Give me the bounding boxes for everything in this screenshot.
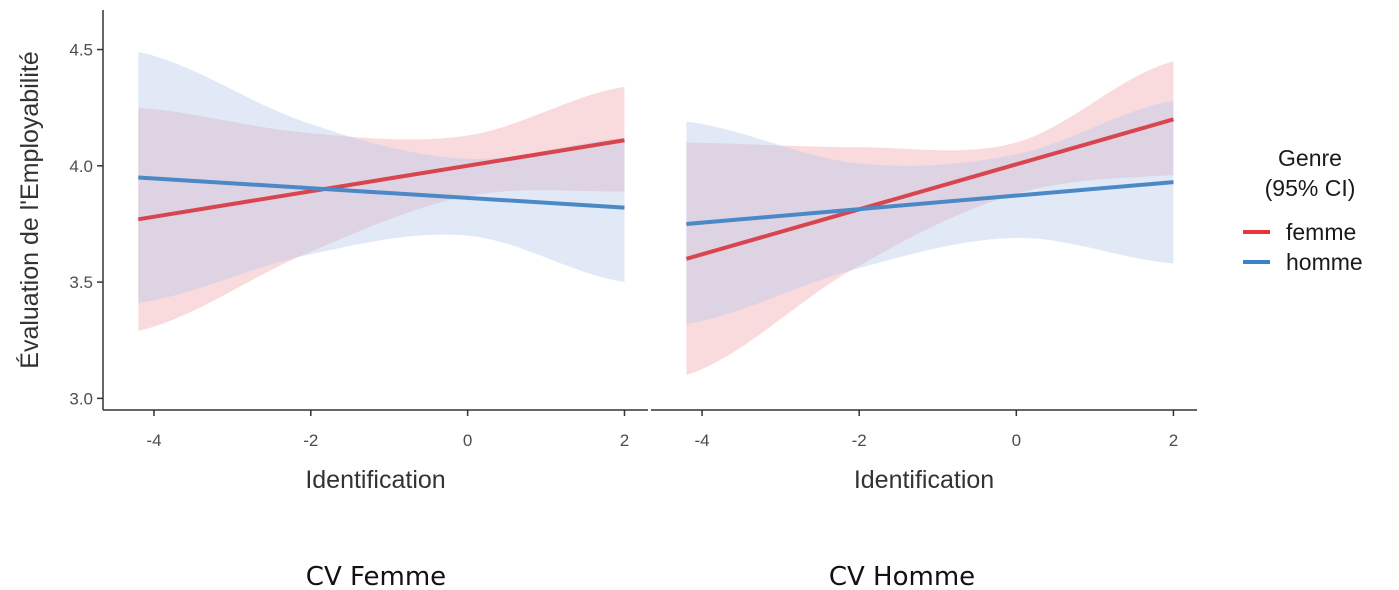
fit-line-homme — [686, 180, 1174, 226]
fit-line-femme — [137, 138, 625, 222]
legend: Genre (95% CI) femme homme — [1243, 145, 1363, 275]
caption-cv-homme: CV Homme — [829, 562, 975, 590]
x-tick-label: 2 — [620, 431, 629, 450]
panel-cv-homme: -4 -2 0 2 Identification — [651, 61, 1197, 494]
y-axis-title: Évaluation de l'Employabilité — [15, 51, 44, 368]
x-axis-title: Identification — [305, 466, 445, 494]
panel-cv-femme: -4 -2 0 2 Identification 3.0 3.5 4.0 4.5 — [69, 10, 648, 494]
x-axis-title: Identification — [854, 466, 994, 494]
x-tick-label: 0 — [463, 431, 472, 450]
ci-band-femme — [686, 61, 1174, 376]
caption-cv-femme: CV Femme — [306, 562, 446, 590]
ci-band-femme — [138, 86, 625, 331]
legend-label-femme: femme — [1286, 219, 1356, 245]
x-tick-label: 0 — [1012, 431, 1021, 450]
y-tick-label: 4.5 — [69, 41, 93, 60]
x-tick-label: 2 — [1169, 431, 1178, 450]
legend-label-homme: homme — [1286, 249, 1363, 275]
legend-title-line-2: (95% CI) — [1265, 175, 1356, 201]
ci-band-homme — [138, 51, 625, 304]
fit-line-homme — [138, 175, 625, 210]
x-tick-label: -2 — [852, 431, 867, 450]
y-tick-label: 4.0 — [69, 157, 93, 176]
ci-band-homme — [686, 100, 1174, 324]
x-tick-label: -4 — [146, 431, 161, 450]
x-tick-label: -4 — [695, 431, 710, 450]
x-tick-label: -2 — [303, 431, 318, 450]
y-tick-label: 3.0 — [69, 389, 93, 408]
fit-line-femme — [685, 117, 1174, 261]
y-tick-label: 3.5 — [69, 273, 93, 292]
legend-title-line-1: Genre — [1278, 145, 1342, 171]
